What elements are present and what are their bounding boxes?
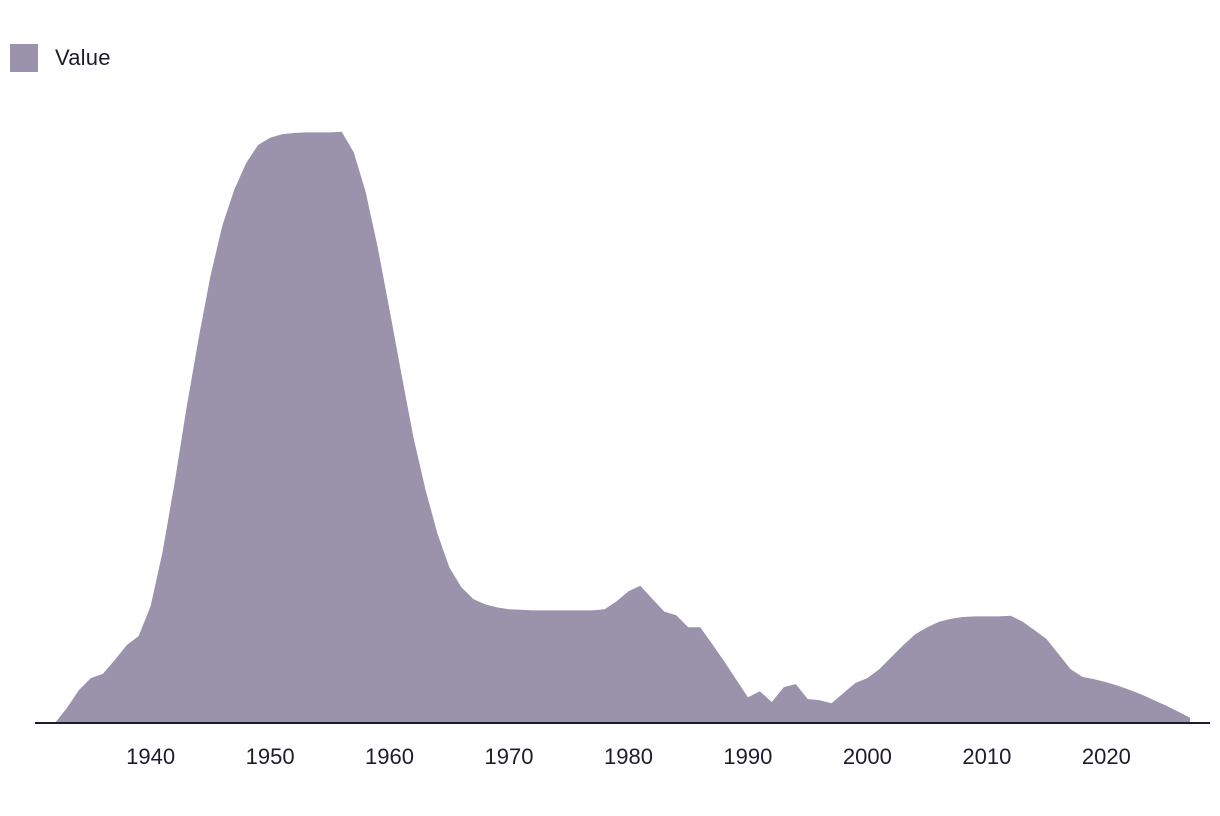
x-tick-label-1980: 1980	[604, 744, 653, 769]
x-tick-label-2010: 2010	[962, 744, 1011, 769]
x-tick-label-1940: 1940	[126, 744, 175, 769]
legend-swatch	[10, 44, 38, 72]
x-tick-label-1990: 1990	[723, 744, 772, 769]
x-tick-label-1970: 1970	[485, 744, 534, 769]
watermark: GlobalData	[473, 385, 748, 436]
x-tick-label-2000: 2000	[843, 744, 892, 769]
x-axis-tick-labels: 1940 1950 1960 1970 1980 1990 2000 2010 2020	[126, 744, 1131, 769]
legend: Value	[10, 44, 111, 72]
legend-label: Value	[55, 45, 111, 70]
x-tick-label-1960: 1960	[365, 744, 414, 769]
x-tick-label-1950: 1950	[246, 744, 295, 769]
x-tick-label-2020: 2020	[1082, 744, 1131, 769]
area-series-value	[55, 131, 1190, 724]
